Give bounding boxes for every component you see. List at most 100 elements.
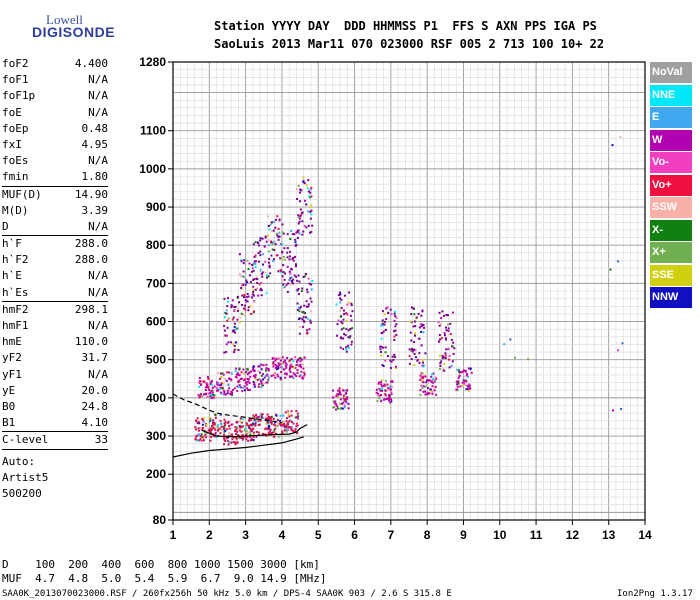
echo-point [351, 327, 354, 330]
echo-point [269, 419, 272, 422]
echo-point [303, 371, 306, 374]
echo-point [334, 402, 337, 405]
echo-point [395, 316, 398, 319]
param-row: foE N/A [2, 105, 108, 121]
echo-point [239, 420, 242, 423]
echo-point [210, 380, 213, 383]
echo-point [261, 432, 264, 435]
echo-point [255, 435, 258, 438]
echo-point [277, 235, 280, 238]
echo-point [223, 393, 226, 396]
parameter-table: foF2 4.400 foF1 N/A foF1p N/A foE N/A foEp 0.48 fx… [2, 56, 108, 502]
echo-point [270, 374, 273, 377]
echo-point [426, 393, 429, 396]
echo-point [259, 254, 262, 257]
echo-point [249, 370, 252, 373]
echo-point [257, 294, 260, 297]
param-key: B1 [2, 416, 16, 430]
echo-point [342, 337, 345, 340]
echo-point [465, 380, 468, 383]
echo-point [301, 233, 304, 236]
echo-point [214, 428, 217, 431]
echo-point [283, 423, 286, 426]
echo-point [209, 436, 212, 439]
echo-point [236, 385, 239, 388]
echo-point [225, 350, 228, 353]
echo-point [260, 386, 263, 389]
echo-point [249, 436, 252, 439]
echo-point [348, 291, 351, 294]
echo-point [446, 314, 449, 317]
echo-point [228, 391, 231, 394]
echo-point [247, 439, 250, 442]
echo-point [301, 211, 304, 214]
echo-point [249, 430, 252, 433]
echo-point [345, 312, 348, 315]
echo-point [235, 439, 238, 442]
echo-point [267, 368, 270, 371]
echo-point [277, 362, 280, 365]
echo-point [221, 372, 224, 375]
echo-point [381, 310, 384, 313]
echo-point [438, 354, 441, 357]
echo-point [199, 395, 202, 398]
echo-point [243, 293, 246, 296]
echo-point [335, 408, 338, 411]
echo-point [261, 373, 264, 376]
echo-point [292, 372, 295, 375]
echo-point [246, 292, 249, 295]
echo-point [299, 374, 302, 377]
echo-point [435, 377, 438, 380]
echo-point [239, 417, 242, 420]
y-tick-label: 900 [146, 200, 166, 214]
echo-point [267, 421, 270, 424]
echo-point [207, 377, 210, 380]
echo-point [620, 407, 623, 410]
param-row: hmF2 298.1 [2, 302, 108, 318]
echo-point [379, 350, 382, 353]
echo-point [391, 355, 394, 358]
echo-point [288, 270, 291, 273]
echo-point [281, 356, 284, 359]
echo-point [210, 424, 213, 427]
echo-point [300, 290, 303, 293]
echo-point [242, 429, 245, 432]
echo-point [194, 426, 197, 429]
echo-point [393, 353, 396, 356]
echo-point [255, 276, 258, 279]
echo-point [253, 300, 256, 303]
echo-point [259, 379, 262, 382]
echo-point [432, 372, 435, 375]
echo-point [272, 374, 275, 377]
echo-point [299, 191, 302, 194]
echo-point [458, 375, 461, 378]
echo-point [241, 275, 244, 278]
echo-point [278, 231, 281, 234]
echo-point [410, 358, 413, 361]
echo-point [339, 398, 342, 401]
echo-point [342, 327, 345, 330]
echo-point [216, 425, 219, 428]
echo-point [277, 367, 280, 370]
echo-point [209, 392, 212, 395]
param-row: 500200 [2, 486, 108, 502]
echo-point [428, 379, 431, 382]
echo-point [234, 369, 237, 372]
echo-point [243, 378, 246, 381]
echo-point [285, 428, 288, 431]
echo-point [430, 381, 433, 384]
echo-point [213, 423, 216, 426]
echo-point [252, 431, 255, 434]
x-tick-label: 4 [279, 528, 286, 542]
param-row: yE 20.0 [2, 383, 108, 399]
echo-point [261, 253, 264, 256]
echo-point [308, 282, 311, 285]
echo-point [254, 373, 257, 376]
echo-point [231, 330, 234, 333]
echo-point [206, 375, 209, 378]
echo-point [346, 402, 349, 405]
echo-point [452, 352, 455, 355]
echo-point [249, 281, 252, 284]
echo-point [204, 436, 207, 439]
echo-point [236, 295, 239, 298]
